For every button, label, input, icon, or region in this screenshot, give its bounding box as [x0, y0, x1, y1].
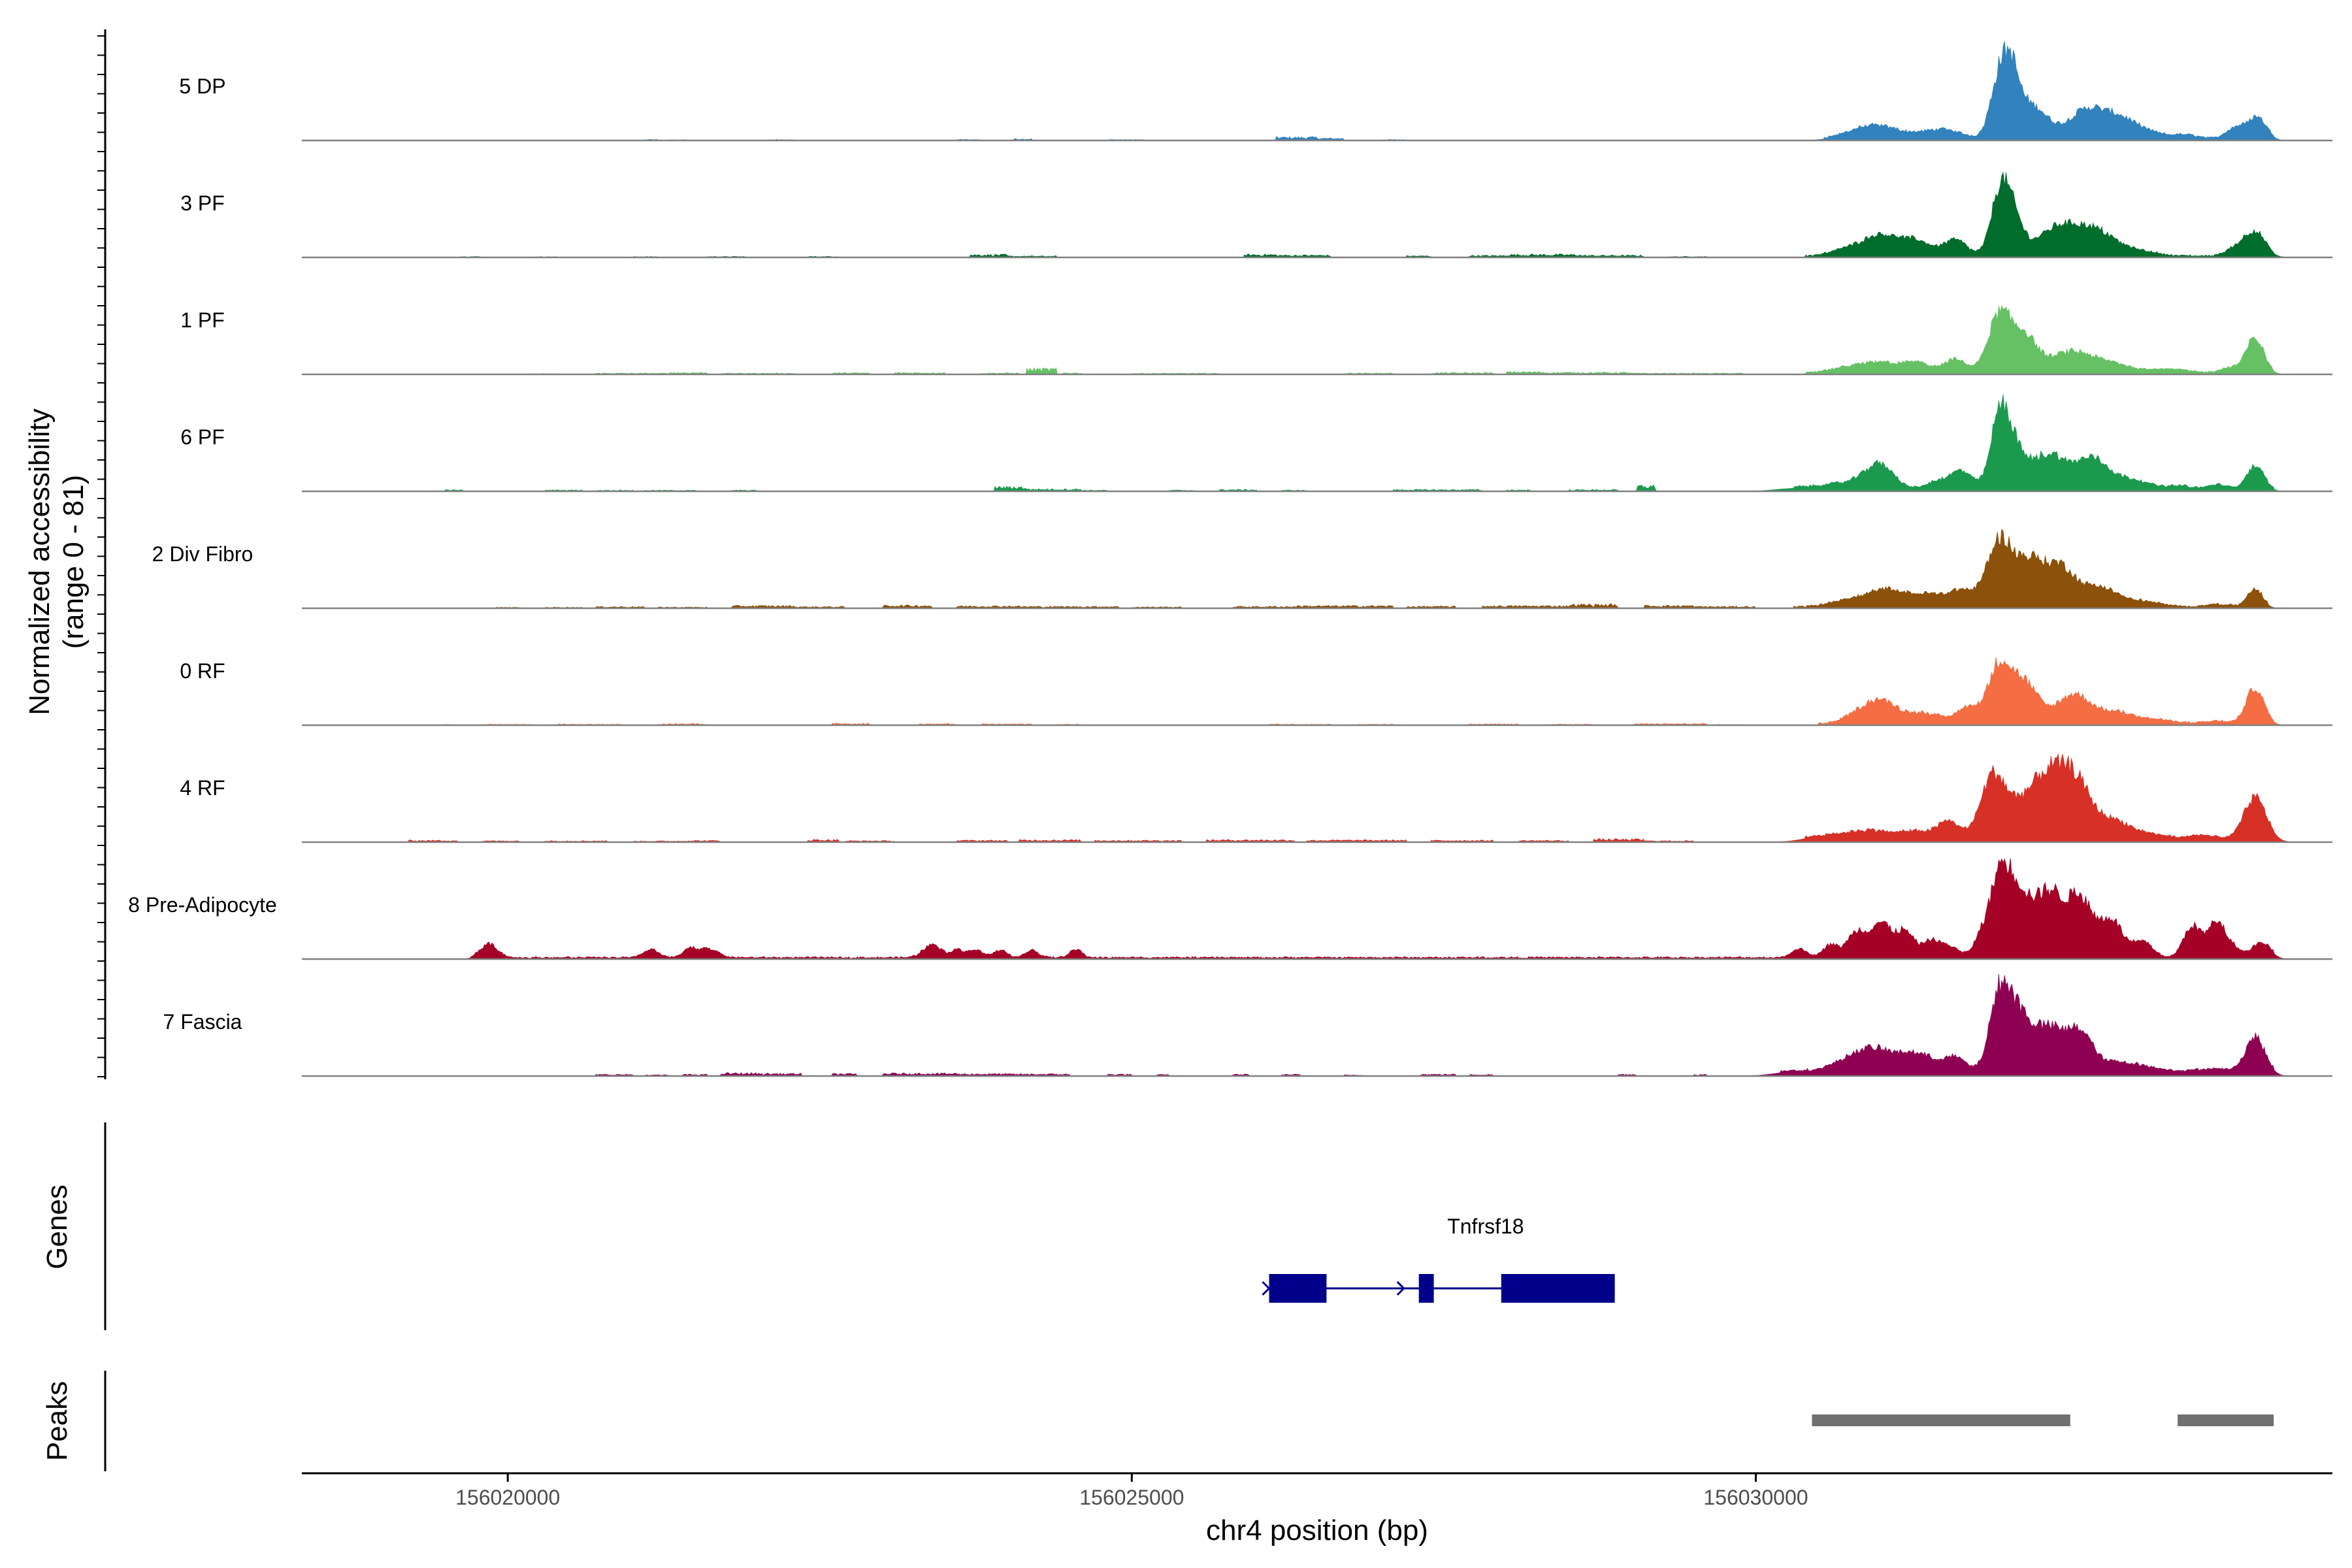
- gene-exon: [1418, 1274, 1434, 1303]
- genes-panel-title: Genes: [41, 1184, 73, 1269]
- y-axis-title: Normalized accessibility: [24, 408, 56, 715]
- coverage-area: [302, 41, 2332, 141]
- track-label: 7 Fascia: [163, 1010, 242, 1034]
- gene-name-label: Tnfrsf18: [1447, 1215, 1524, 1238]
- track-7-fascia: 7 Fascia: [163, 973, 2332, 1077]
- track-3-pf: 3 PF: [180, 171, 2332, 259]
- track-0-rf: 0 RF: [180, 657, 2332, 727]
- coverage-area: [302, 529, 2332, 609]
- coverage-tracks: 5 DP 3 PF 1 PF 6 PF 2 Div Fibro 0 RF 4 RF 8 Pre…: [128, 41, 2332, 1077]
- track-6-pf: 6 PF: [180, 394, 2332, 493]
- gene-exon: [1269, 1274, 1327, 1303]
- x-tick-label: 156020000: [455, 1486, 560, 1509]
- track-label: 0 RF: [180, 659, 225, 683]
- coverage-area: [302, 657, 2332, 726]
- x-tick-label: 156030000: [1703, 1486, 1808, 1509]
- peak-intervals: [1812, 1414, 2274, 1426]
- peak-interval: [1812, 1414, 2070, 1426]
- track-label: 1 PF: [180, 308, 225, 332]
- track-5-dp: 5 DP: [179, 41, 2332, 142]
- track-label: 5 DP: [179, 74, 225, 98]
- x-tick-label: 156025000: [1079, 1486, 1184, 1509]
- left-axes: [97, 29, 106, 1079]
- peak-interval: [2178, 1414, 2274, 1426]
- peaks-panel-title: Peaks: [41, 1381, 73, 1461]
- coverage-area: [302, 394, 2332, 492]
- coverage-area: [302, 858, 2332, 960]
- coverage-area: [302, 973, 2332, 1077]
- track-label: 6 PF: [180, 425, 225, 449]
- track-1-pf: 1 PF: [180, 305, 2332, 376]
- track-2-div-fibro: 2 Div Fibro: [152, 529, 2332, 610]
- track-label: 4 RF: [180, 776, 225, 800]
- genes-panel: Genes Tnfrsf18: [41, 1122, 1615, 1330]
- track-label: 3 PF: [180, 191, 225, 215]
- strand-arrow: [1262, 1281, 1271, 1296]
- coverage-area: [302, 171, 2332, 258]
- track-4-rf: 4 RF: [180, 753, 2332, 843]
- track-label: 2 Div Fibro: [152, 542, 253, 566]
- track-label: 8 Pre-Adipocyte: [128, 893, 277, 917]
- coverage-area: [302, 753, 2332, 843]
- coverage-area: [302, 305, 2332, 375]
- x-axis-title: chr4 position (bp): [1206, 1514, 1428, 1546]
- x-axis: 156020000 156025000 156030000: [302, 1472, 2332, 1509]
- gene-exon: [1501, 1274, 1615, 1303]
- y-axis-range-label: (range 0 - 81): [57, 475, 90, 649]
- track-8-pre-adipocyte: 8 Pre-Adipocyte: [128, 858, 2332, 960]
- gene-model: Tnfrsf18: [1262, 1215, 1615, 1303]
- strand-arrow: [1396, 1281, 1405, 1296]
- peaks-panel: Peaks: [41, 1371, 2274, 1471]
